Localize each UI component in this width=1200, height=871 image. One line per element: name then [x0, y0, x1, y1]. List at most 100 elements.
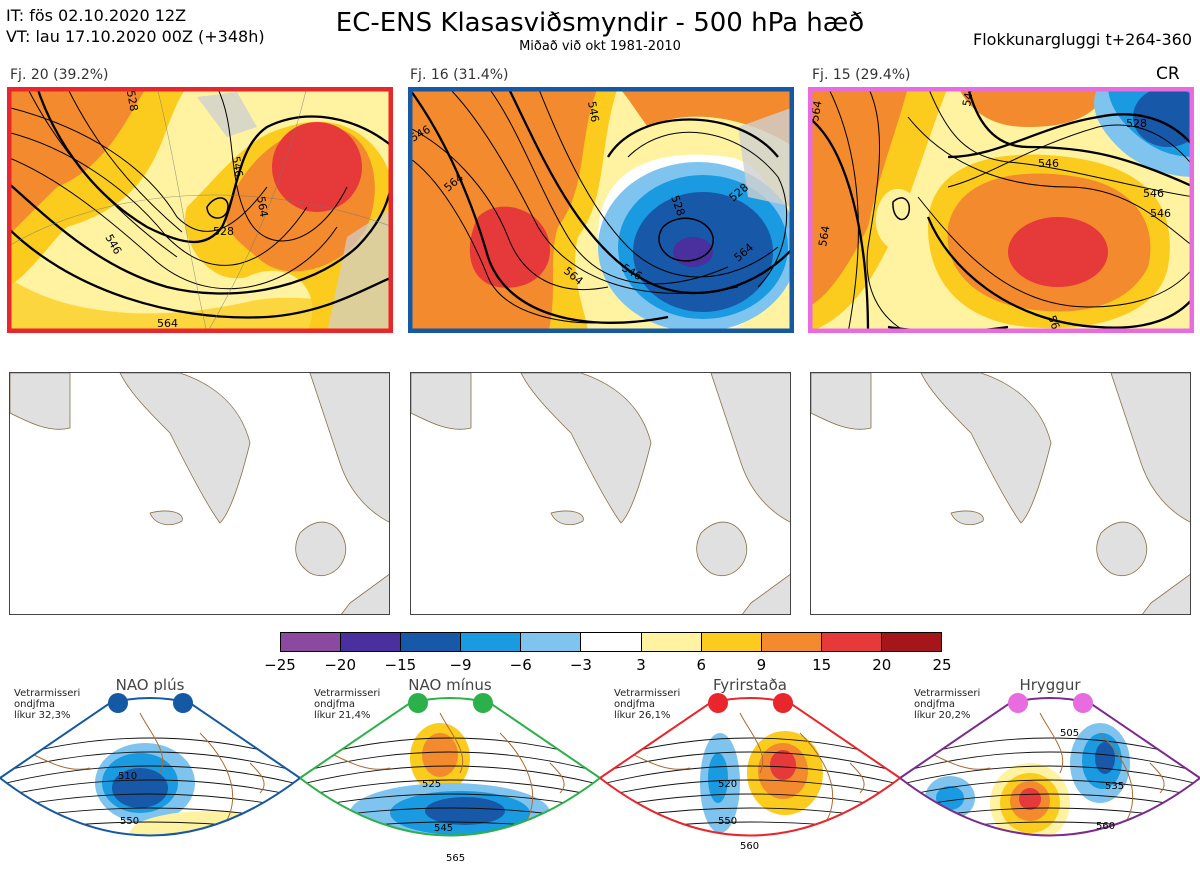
- regime-marker-dot: [108, 693, 128, 713]
- regime-border: [300, 697, 600, 837]
- colorbar: [280, 632, 942, 652]
- colorbar-tick-label: −9: [449, 656, 472, 674]
- regime-map: 510 550: [0, 693, 300, 859]
- height-contour: [0, 765, 300, 788]
- regime-stat-line: ondjfma: [14, 699, 55, 710]
- cluster-2-map: 546 564 546 564 546 564 528 528: [408, 87, 794, 333]
- colorbar-tick-label: 20: [872, 656, 892, 674]
- basemap-3: [810, 372, 1191, 615]
- anomaly-shading: [112, 768, 168, 808]
- colorbar-swatch: [641, 633, 702, 651]
- height-contour: [0, 751, 300, 776]
- height-contour: [900, 779, 1200, 800]
- cluster-2-label: Fj. 16 (31.4%): [410, 67, 509, 83]
- coastline: [329, 712, 565, 836]
- colorbar-swatch: [881, 633, 942, 651]
- contour-label: 546: [1150, 207, 1171, 220]
- height-contour: [0, 779, 300, 800]
- regime-stat-line: líkur 21,4%: [314, 710, 371, 721]
- colorbar-swatch: [341, 633, 402, 651]
- basemap-1: [9, 372, 390, 615]
- regime-marker-dot: [773, 693, 793, 713]
- colorbar-tick-label: 15: [812, 656, 832, 674]
- regime-title: Fyrirstaða: [713, 676, 787, 694]
- contour-label: 564: [816, 225, 832, 248]
- regime-stat-line: ondjfma: [314, 699, 355, 710]
- anomaly-shading: [708, 753, 728, 803]
- contour-label: 560: [1096, 821, 1115, 832]
- coastline: [29, 712, 265, 836]
- colorbar-swatch: [761, 633, 822, 651]
- contour-label: 545: [434, 823, 453, 834]
- colorbar-tick-label: −6: [509, 656, 532, 674]
- header-times: IT: fös 02.10.2020 12Z VT: lau 17.10.202…: [6, 5, 265, 47]
- regime-marker-dot: [473, 693, 493, 713]
- regime-stat-line: Vetrarmisseri: [914, 688, 981, 699]
- contour-label: 528: [1126, 117, 1147, 130]
- height-contour: [0, 836, 300, 847]
- regime-stat-line: líkur 26,1%: [614, 710, 671, 721]
- contour-label: 520: [718, 779, 737, 790]
- height-contour: [900, 850, 1200, 859]
- regime-stat-line: líkur 20,2%: [914, 710, 971, 721]
- anomaly-shading: [1019, 788, 1041, 810]
- anomaly-shading: [425, 797, 505, 825]
- regime-marker-dot: [1008, 693, 1028, 713]
- page-title: EC-ENS Klasasviðsmyndir - 500 hPa hæð: [335, 8, 865, 38]
- regime-stat-line: Vetrarmisseri: [614, 688, 681, 699]
- height-contour: [0, 850, 300, 859]
- regime-stat-line: ondjfma: [914, 699, 955, 710]
- coastline: [929, 712, 1165, 836]
- contour-label: 546: [229, 155, 245, 178]
- regime-title: NAO mínus: [408, 676, 492, 694]
- anomaly-shading: [770, 750, 796, 780]
- colorbar-tick-label: 6: [696, 656, 707, 674]
- colorbar-swatch: [521, 633, 582, 651]
- regime-marker-dot: [1073, 693, 1093, 713]
- regime-stats: Vetrarmisseri ondjfma líkur 32,3%: [14, 688, 80, 721]
- regime-marker-dot: [408, 693, 428, 713]
- height-contour: [900, 765, 1200, 788]
- anomaly-shading: [1015, 857, 1045, 869]
- colorbar-swatch: [581, 633, 642, 651]
- contour-label: 564: [1045, 314, 1064, 333]
- classification-window: Flokkunargluggi t+264-360: [973, 30, 1192, 49]
- height-contour: [600, 779, 900, 800]
- contour-label: 546: [1038, 157, 1059, 170]
- coastline: [629, 712, 865, 836]
- colorbar-swatch: [461, 633, 522, 651]
- contour-label: 535: [1105, 781, 1124, 792]
- height-contour: [900, 751, 1200, 776]
- cluster-3-border: [808, 87, 1194, 333]
- height-contour: [300, 751, 600, 776]
- height-contour: [900, 836, 1200, 847]
- cluster-1-map: 546 528 564 546 564 528: [7, 87, 393, 333]
- height-contour: [600, 864, 900, 871]
- colorbar-tick-label: −25: [264, 656, 296, 674]
- contour-label: 550: [718, 816, 737, 827]
- cluster-3-map: 564 564 546 546 528 546 546 546 564: [808, 87, 1194, 333]
- contour-label: 565: [446, 853, 465, 864]
- height-contour: [300, 864, 600, 871]
- contour-label: 546: [1143, 187, 1164, 200]
- anomaly-shading: [936, 786, 964, 810]
- regime-stats: Vetrarmisseri ondjfma líkur 20,2%: [914, 688, 980, 721]
- contour-label: 528: [124, 89, 140, 112]
- contour-label: 560: [740, 841, 759, 852]
- height-contour: [600, 751, 900, 776]
- regime-stats: Vetrarmisseri ondjfma líkur 26,1%: [614, 688, 680, 721]
- regime-stat-line: Vetrarmisseri: [314, 688, 381, 699]
- regime-marker-dot: [708, 693, 728, 713]
- height-contour: [600, 765, 900, 788]
- regime-title: NAO plús: [115, 676, 185, 694]
- anomaly-shading: [422, 733, 458, 777]
- colorbar-tick-label: 25: [932, 656, 952, 674]
- cluster-1-border: [7, 87, 393, 333]
- regime-border: [0, 697, 300, 837]
- contour-label: 525: [422, 779, 441, 790]
- contour-label: 546: [585, 100, 601, 123]
- contour-label: 510: [118, 771, 137, 782]
- regime-stat-line: líkur 32,3%: [14, 710, 71, 721]
- contour-label: 546: [960, 87, 976, 108]
- contour-label: 505: [1060, 728, 1079, 739]
